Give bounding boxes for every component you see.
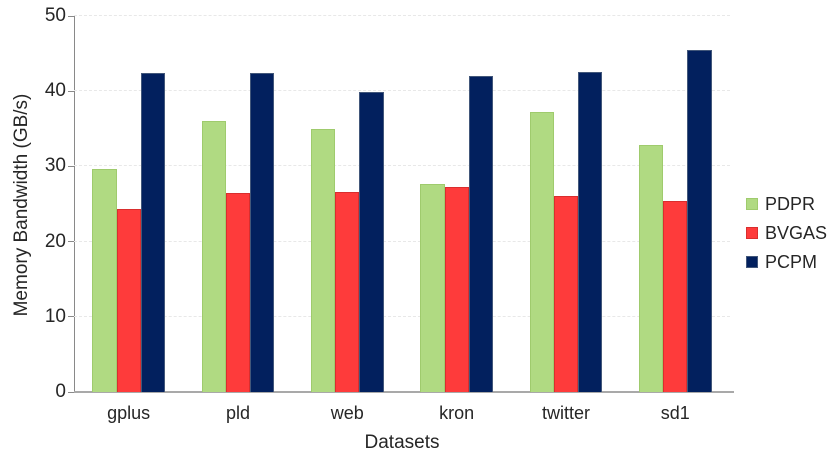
- gridline-50: [74, 15, 730, 16]
- y-tick-label-40: 40: [44, 80, 66, 102]
- y-tick-mark-10: [68, 316, 74, 318]
- legend-item-PDPR: PDPR: [746, 194, 827, 214]
- bar-PCPM-sd1: [687, 49, 712, 392]
- bar-PCPM-gplus: [140, 73, 166, 392]
- bar-BVGAS-pld: [225, 193, 251, 392]
- legend-label-PDPR: PDPR: [765, 194, 816, 214]
- bar-PDPR-sd1: [638, 144, 664, 392]
- y-axis-title: Memory Bandwidth (GB/s): [11, 93, 32, 317]
- bar-PDPR-pld: [201, 120, 226, 392]
- bar-BVGAS-kron: [444, 187, 469, 392]
- bar-BVGAS-gplus: [116, 208, 141, 392]
- bar-BVGAS-web: [335, 191, 360, 392]
- x-axis-title: Datasets: [364, 432, 440, 453]
- x-tick-label-twitter: twitter: [541, 403, 590, 423]
- bar-BVGAS-sd1: [663, 201, 688, 392]
- legend-swatch-PDPR: [746, 198, 758, 210]
- y-tick-label-30: 30: [44, 155, 66, 177]
- x-tick-label-gplus: gplus: [107, 403, 151, 423]
- x-tick-label-kron: kron: [439, 403, 475, 423]
- gridline-10: [74, 315, 730, 317]
- gridline-30: [74, 165, 730, 167]
- y-tick-label-0: 0: [55, 381, 66, 402]
- x-axis-line: [74, 391, 734, 393]
- y-tick-mark-50: [68, 15, 74, 17]
- y-tick-mark-20: [68, 241, 74, 243]
- gridline-20: [74, 240, 730, 242]
- bar-PDPR-gplus: [92, 168, 117, 392]
- y-tick-label-10: 10: [44, 305, 66, 327]
- gridline-40: [74, 90, 730, 92]
- bar-PDPR-twitter: [529, 112, 554, 392]
- bar-PCPM-web: [359, 91, 384, 392]
- bar-PCPM-pld: [250, 73, 275, 392]
- x-tick-label-pld: pld: [225, 403, 250, 423]
- y-tick-mark-30: [68, 165, 74, 167]
- y-tick-label-50: 50: [44, 5, 66, 26]
- bar-PDPR-kron: [420, 184, 445, 392]
- legend-swatch-PCPM: [746, 256, 758, 268]
- y-tick-mark-40: [68, 90, 74, 92]
- bar-BVGAS-twitter: [553, 196, 579, 392]
- bar-PCPM-kron: [468, 76, 494, 392]
- bar-PDPR-web: [310, 128, 336, 392]
- x-tick-label-web: web: [330, 403, 364, 423]
- plot-area: [74, 15, 730, 392]
- x-tick-label-sd1: sd1: [660, 403, 690, 423]
- legend: PDPR BVGAS PCPM: [746, 194, 827, 272]
- legend-item-BVGAS: BVGAS: [746, 223, 827, 243]
- y-axis-line: [74, 16, 75, 392]
- legend-swatch-BVGAS: [746, 227, 758, 239]
- legend-item-PCPM: PCPM: [746, 252, 827, 272]
- legend-label-PCPM: PCPM: [765, 252, 818, 272]
- y-tick-mark-0: [68, 391, 74, 393]
- legend-label-BVGAS: BVGAS: [765, 223, 828, 243]
- bar-PCPM-twitter: [578, 71, 603, 392]
- y-tick-label-20: 20: [44, 230, 66, 252]
